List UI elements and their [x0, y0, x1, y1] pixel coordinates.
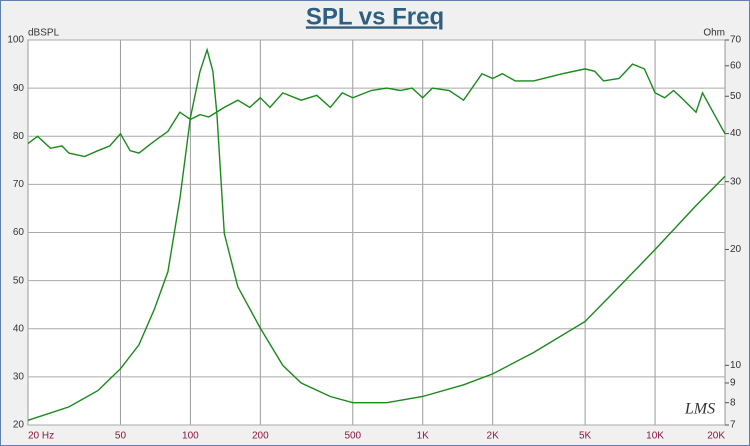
x-tick-label: 10K: [646, 431, 664, 442]
y-tick-label: 40: [13, 323, 25, 334]
x-tick-label: 500: [344, 431, 361, 442]
y-tick-label: 50: [13, 275, 25, 286]
y2-tick-label: 10: [730, 360, 742, 371]
x-tick-label: 1K: [417, 431, 430, 442]
y-tick-label: 20: [13, 420, 25, 431]
x-tick-label: 100: [182, 431, 199, 442]
y2-axis-label: Ohm: [703, 28, 725, 39]
x-tick-label: 200: [252, 431, 269, 442]
x-tick-label: 5K: [579, 431, 592, 442]
x-tick-label: 20K: [707, 431, 725, 442]
x-tick-label: 20 Hz: [28, 431, 54, 442]
y2-tick-label: 30: [730, 176, 742, 187]
y2-tick-label: 7: [730, 420, 736, 431]
line-series: [27, 63, 726, 158]
y-tick-label: 70: [13, 179, 25, 190]
annotation: LMS: [684, 401, 715, 418]
y-tick-label: 100: [7, 35, 24, 46]
y2-tick-label: 50: [730, 91, 742, 102]
y-axis-label: dBSPL: [28, 28, 60, 39]
x-tick-label: 50: [115, 431, 127, 442]
line-series: [27, 47, 726, 421]
y-tick-label: 30: [13, 372, 25, 383]
y2-tick-label: 9: [730, 378, 736, 389]
y-tick-label: 90: [13, 83, 25, 94]
y2-tick-label: 40: [730, 128, 742, 139]
y-tick-label: 60: [13, 227, 25, 238]
y2-tick-label: 70: [730, 35, 742, 46]
x-tick-label: 2K: [487, 431, 500, 442]
y2-tick-label: 60: [730, 60, 742, 71]
y2-tick-label: 20: [730, 244, 742, 255]
y2-tick-label: 8: [730, 397, 736, 408]
y-tick-label: 80: [13, 131, 25, 142]
chart-title: SPL vs Freq: [306, 3, 444, 30]
